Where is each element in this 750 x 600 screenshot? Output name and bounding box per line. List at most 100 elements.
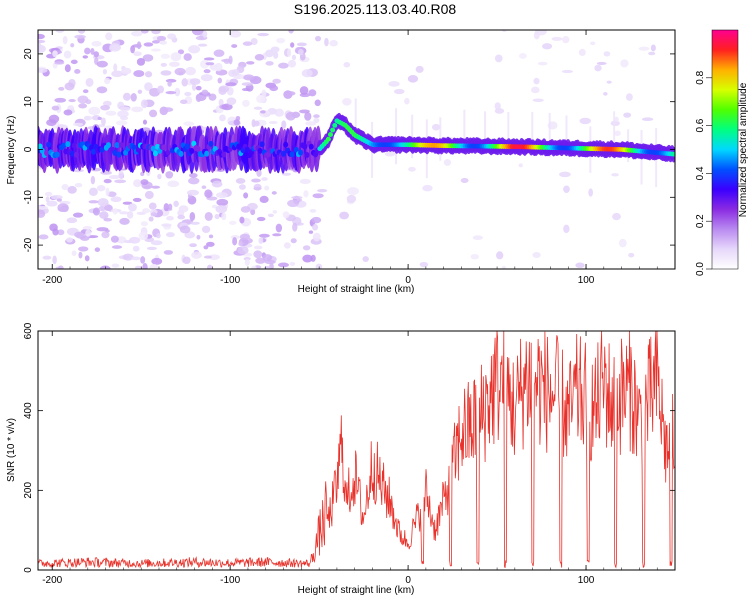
noise-speckle [278,262,290,268]
noise-speckle [61,184,69,191]
noise-speckle [151,48,161,52]
noise-speckle [84,47,91,55]
noise-speckle [85,77,94,87]
noise-speckle [70,59,78,65]
noise-speckle [103,218,113,222]
noise-speckle [48,114,60,124]
noise-speckle [52,50,58,58]
noise-speckle [641,117,654,122]
noise-speckle [204,189,213,198]
noise-speckle [308,89,317,97]
noise-speckle [134,265,143,269]
spectrogram-marks [38,30,675,269]
noise-speckle [650,44,656,52]
noise-speckle [284,91,296,96]
colorbar-tick-label: 0.4 [695,166,706,180]
noise-speckle [52,255,57,265]
ridge-core [54,151,60,158]
noise-speckle [109,43,121,51]
noise-speckle [144,190,154,200]
noise-speckle [273,51,279,59]
noise-speckle [258,237,264,245]
noise-speckle [131,256,141,261]
noise-speckle [265,49,274,58]
noise-speckle [115,120,128,126]
ridge-core [204,150,210,157]
noise-speckle [97,116,102,120]
noise-speckle [282,211,290,219]
y-tick-label: 0 [23,146,34,152]
noise-speckle [625,93,633,101]
snr-x-ticks: -200 -100 0 100 [42,331,676,586]
noise-speckle [253,250,263,259]
colorbar-tick-label: 0.6 [695,118,706,132]
noise-speckle [384,151,396,157]
noise-speckle [167,180,180,188]
noise-speckle [532,251,541,259]
noise-speckle [160,70,172,76]
noise-speckle [620,59,629,68]
noise-speckle [38,39,46,44]
noise-speckle [205,62,215,66]
noise-speckle [190,221,200,225]
noise-speckle [419,261,429,268]
noise-speckle [71,250,77,256]
noise-speckle [287,48,292,57]
noise-speckle [207,264,213,269]
noise-speckle [101,231,110,239]
noise-speckle [66,237,73,243]
noise-speckle [299,178,311,185]
ridge-core [332,123,338,128]
noise-speckle [231,69,240,76]
noise-speckle [66,217,78,224]
noise-speckle [312,232,321,242]
noise-speckle [217,77,223,84]
x-tick-label: -100 [220,275,240,286]
noise-speckle [305,121,317,126]
noise-speckle [54,61,65,65]
colorbar-label: Normalized spectral amplitude [738,82,749,217]
noise-speckle [603,51,611,57]
noise-speckle [44,191,53,197]
noise-speckle [111,245,123,249]
noise-speckle [590,41,596,46]
noise-speckle [72,212,84,218]
noise-speckle [85,229,92,237]
noise-speckle [108,174,120,180]
x-tick-label: 0 [405,575,411,586]
noise-speckle [45,196,50,203]
noise-speckle [151,30,161,35]
noise-speckle [68,99,76,103]
noise-speckle [165,171,174,179]
noise-speckle [292,222,298,232]
noise-speckle [213,49,225,57]
noise-speckle [38,209,46,218]
noise-speckle [167,80,172,87]
noise-speckle [72,169,85,173]
noise-speckle [241,87,251,92]
noise-speckle [178,205,189,213]
noise-speckle [143,42,154,47]
noise-speckle [200,59,210,69]
ridge-core [161,144,167,151]
noise-speckle [588,188,593,197]
noise-speckle [101,117,106,126]
noise-speckle [111,70,124,78]
snr-panel: -200 -100 0 100 0 200 400 600 Height of straig… [6,322,676,596]
noise-speckle [343,61,351,68]
noise-speckle [110,196,122,203]
noise-speckle [308,230,314,234]
noise-speckle [137,89,143,94]
noise-speckle [276,37,286,44]
noise-speckle [151,40,161,44]
noise-speckle [241,82,254,86]
noise-speckle [88,106,101,116]
noise-speckle [149,263,159,269]
noise-speckle [347,187,359,196]
noise-speckle [57,229,65,236]
noise-speckle [535,30,547,36]
noise-speckle [140,99,148,109]
noise-speckle [174,87,181,97]
ridge-core [73,151,79,158]
snr-marks [38,331,675,569]
